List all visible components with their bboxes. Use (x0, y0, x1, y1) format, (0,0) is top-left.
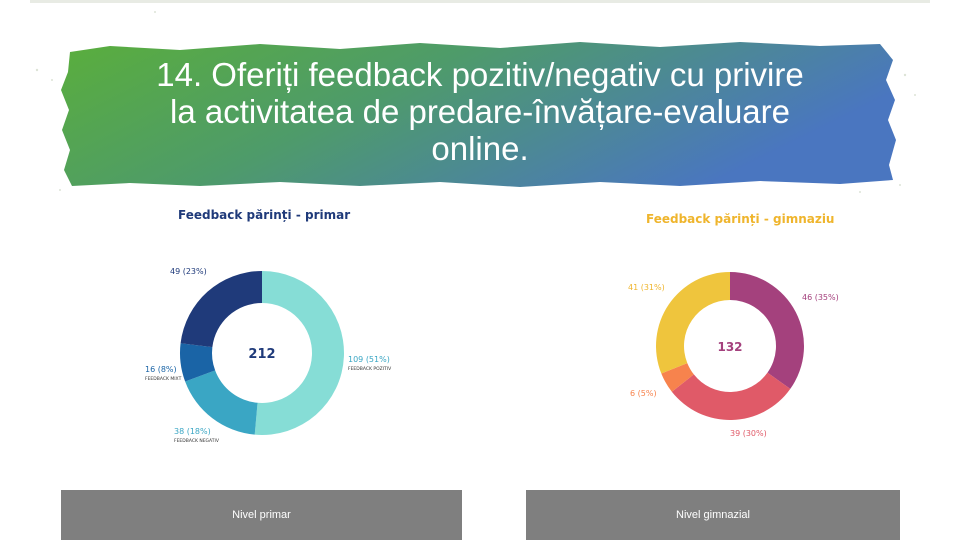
slice-value-label: 41 (31%) (628, 283, 665, 292)
donut-slice (730, 272, 804, 389)
donut-slice (180, 271, 262, 348)
chart-title: Feedback părinți - gimnaziu (646, 212, 835, 226)
slice-value-label: 49 (23%) (170, 267, 207, 276)
slice-value-label: 46 (35%) (802, 293, 839, 302)
slice-value-label: 109 (51%) (348, 355, 390, 364)
top-divider (30, 0, 930, 3)
donut-chart-svg: 109 (51%) FEEDBACK POZITIV 38 (18%) FEEDBAC… (145, 267, 392, 444)
label-nivel-gimnazial: Nivel gimnazial (526, 490, 900, 540)
donut-slice (656, 272, 730, 374)
slice-category-label: FEEDBACK NEGATIV (174, 438, 220, 444)
chart-primar: Feedback părinți - primar 109 (51%) FEEDB… (140, 200, 440, 455)
slice-value-label: 39 (30%) (730, 429, 767, 438)
title-banner: 14. Oferiți feedback pozitiv/negativ cu … (0, 0, 960, 200)
donut-total-label: 212 (248, 347, 275, 362)
slice-value-label: 16 (8%) (145, 365, 177, 374)
donut-slice (671, 372, 791, 421)
slice-value-label: 6 (5%) (630, 389, 657, 398)
chart-title: Feedback părinți - primar (178, 208, 351, 222)
banner-brush-shape (35, 11, 916, 193)
title-line-2: la activitatea de predare-învățare-evalu… (169, 93, 791, 130)
chart-gimnaziu: Feedback părinți - gimnaziu 46 (35%) 39 (… (600, 200, 860, 455)
donut-slice (180, 343, 216, 382)
donut-chart-svg: 46 (35%) 39 (30%) 6 (5%) 41 (31%) 132 (628, 272, 839, 438)
donut-slice (254, 271, 344, 435)
slice-value-label: 38 (18%) (174, 427, 211, 436)
donut-slice (661, 363, 694, 392)
slice-category-label: FEEDBACK POZITIV (348, 366, 392, 372)
title-line-3: online. (431, 130, 529, 167)
slice-category-label: FEEDBACK MIXT (145, 376, 182, 382)
title-line-1: 14. Oferiți feedback pozitiv/negativ cu … (156, 56, 804, 93)
slide-title: 14. Oferiți feedback pozitiv/negativ cu … (80, 56, 880, 167)
label-nivel-primar: Nivel primar (61, 490, 462, 540)
donut-slice (185, 370, 258, 435)
donut-total-label: 132 (717, 340, 742, 354)
